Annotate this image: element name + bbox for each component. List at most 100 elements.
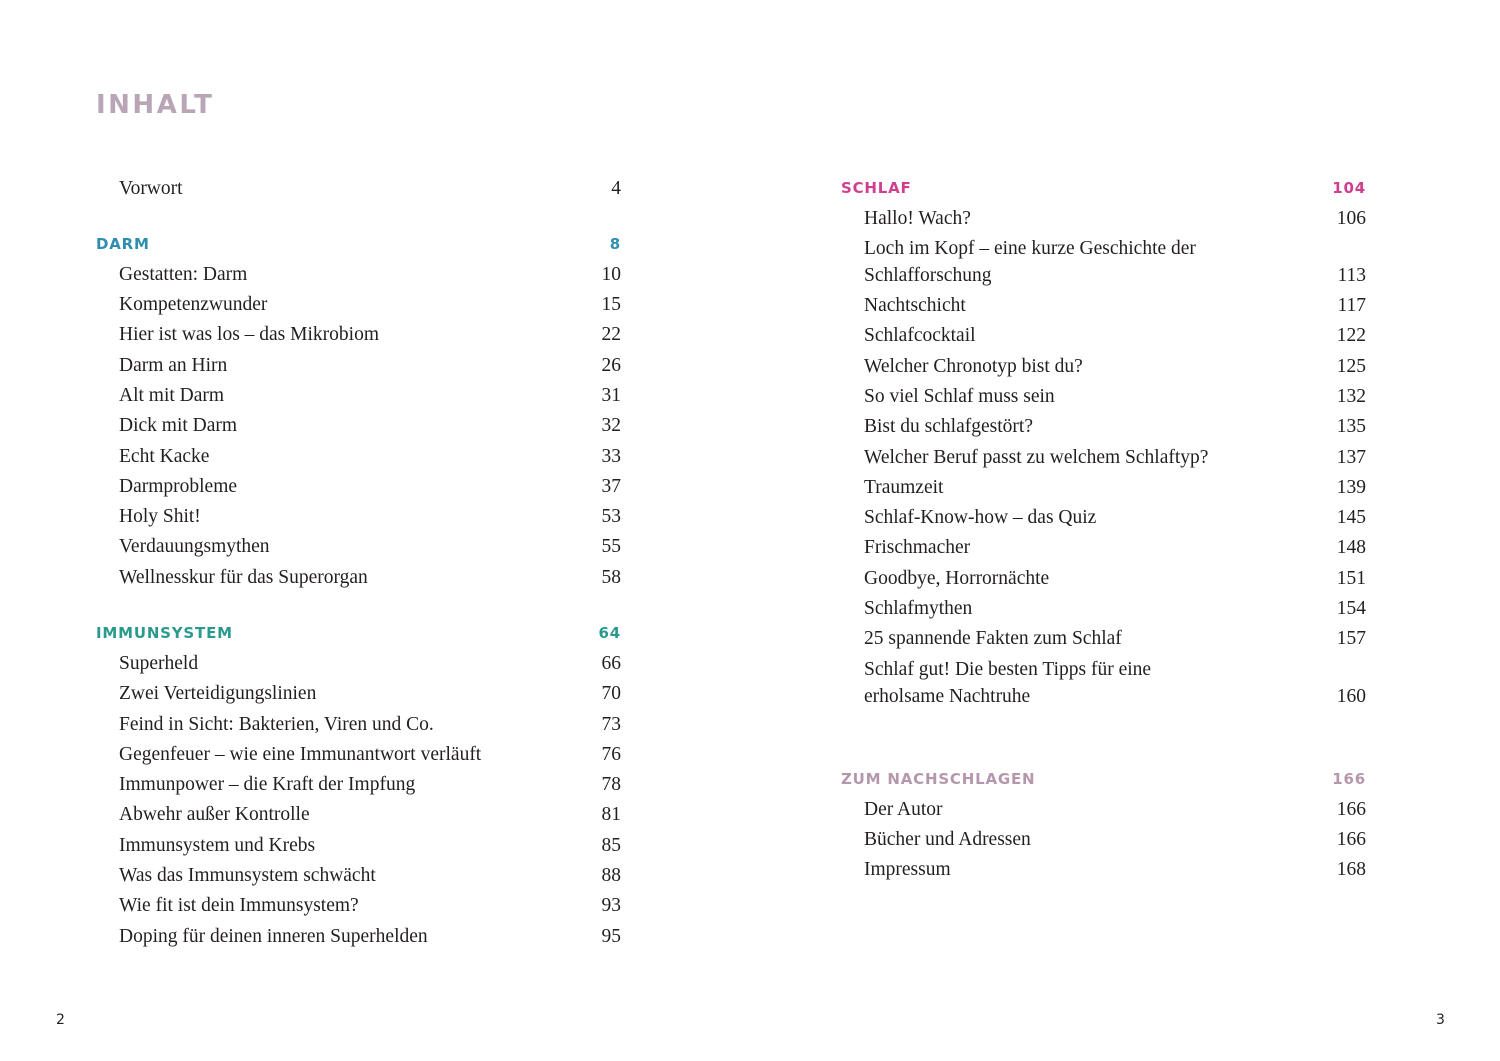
toc-entry[interactable]: Immunsystem und Krebs 85 (96, 830, 621, 860)
entry-title: Gegenfeuer – wie eine Immunantwort verlä… (119, 743, 482, 765)
entry-page-number: 139 (1336, 476, 1366, 498)
toc-entry[interactable]: Feind in Sicht: Bakterien, Viren und Co.… (96, 709, 621, 739)
entry-page-number: 151 (1336, 567, 1366, 589)
entry-page-number: 15 (601, 294, 622, 316)
entry-page-number: 125 (1336, 355, 1366, 377)
toc-entry[interactable]: Darm an Hirn 26 (96, 350, 621, 380)
page-number-left: 2 (56, 1012, 65, 1028)
page-title: INHALT (96, 90, 215, 120)
entry-title: Superheld (119, 653, 199, 675)
entry-title: Nachtschicht (864, 295, 966, 317)
toc-entry[interactable]: Loch im Kopf – eine kurze Geschichte der… (841, 233, 1366, 290)
entry-title: Alt mit Darm (119, 385, 225, 407)
entry-title: Traumzeit (864, 476, 944, 498)
toc-entry[interactable]: Wellnesskur für das Superorgan 58 (96, 562, 621, 592)
entry-title: Hallo! Wach? (864, 207, 971, 229)
section-heading[interactable]: DARM 8 (96, 229, 621, 259)
section-page-number: 64 (598, 624, 621, 643)
entry-page-number: 78 (601, 774, 622, 796)
entry-page-number: 160 (1336, 685, 1366, 707)
toc-entry[interactable]: Welcher Beruf passt zu welchem Schlaftyp… (841, 442, 1366, 472)
entry-title: Abwehr außer Kontrolle (119, 804, 310, 826)
entry-page-number: 66 (601, 653, 622, 675)
section-title: IMMUNSYSTEM (96, 624, 233, 643)
toc-entry[interactable]: Impressum 168 (841, 855, 1366, 885)
entry-title: Was das Immunsystem schwächt (119, 864, 376, 886)
entry-page-number: 32 (601, 415, 622, 437)
entry-page-number: 55 (601, 536, 622, 558)
toc-entry[interactable]: Alt mit Darm 31 (96, 380, 621, 410)
entry-title: Impressum (864, 859, 951, 881)
toc-entry[interactable]: Dick mit Darm 32 (96, 411, 621, 441)
entry-title: Schlaf gut! Die besten Tipps für eine er… (864, 658, 1152, 707)
toc-entry[interactable]: Frischmacher 148 (841, 533, 1366, 563)
entry-title: Holy Shit! (119, 506, 201, 528)
entry-title: So viel Schlaf muss sein (864, 386, 1055, 408)
entry-title: Loch im Kopf – eine kurze Geschichte der… (864, 237, 1196, 286)
toc-entry[interactable]: Immunpower – die Kraft der Impfung 78 (96, 770, 621, 800)
entry-page-number: 73 (601, 713, 622, 735)
page-number-right: 3 (1436, 1012, 1445, 1028)
toc-entry[interactable]: Doping für deinen inneren Superhelden 95 (96, 921, 621, 951)
toc-entry[interactable]: Gegenfeuer – wie eine Immunantwort verlä… (96, 739, 621, 769)
entry-title: Gestatten: Darm (119, 263, 248, 285)
entry-page-number: 132 (1336, 386, 1366, 408)
toc-entry[interactable]: Verdauungsmythen 55 (96, 532, 621, 562)
entry-title: Kompetenzwunder (119, 294, 268, 316)
entry-page-number: 166 (1336, 798, 1366, 820)
entry-page-number: 58 (601, 566, 622, 588)
toc-entry[interactable]: 25 spannende Fakten zum Schlaf 157 (841, 624, 1366, 654)
section-page-number: 166 (1332, 770, 1366, 789)
entry-title: Immunsystem und Krebs (119, 834, 316, 856)
section-heading[interactable]: SCHLAF 104 (841, 173, 1366, 203)
toc-entry[interactable]: Superheld 66 (96, 648, 621, 678)
entry-page-number: 93 (601, 895, 622, 917)
entry-title: Verdauungsmythen (119, 536, 270, 558)
toc-entry[interactable]: Was das Immunsystem schwächt 88 (96, 860, 621, 890)
toc-entry[interactable]: Bist du schlafgestört? 135 (841, 412, 1366, 442)
entry-title: Bist du schlafgestört? (864, 416, 1033, 438)
toc-entry[interactable]: Bücher und Adressen 166 (841, 825, 1366, 855)
section-heading[interactable]: IMMUNSYSTEM 64 (96, 618, 621, 648)
toc-entry[interactable]: Traumzeit 139 (841, 472, 1366, 502)
entry-page-number: 168 (1336, 859, 1366, 881)
entry-page-number: 10 (601, 263, 622, 285)
toc-entry[interactable]: Wie fit ist dein Immunsystem? 93 (96, 891, 621, 921)
toc-entry[interactable]: Schlafcocktail 122 (841, 321, 1366, 351)
entry-page-number: 88 (601, 864, 622, 886)
entry-title: Darmprobleme (119, 475, 238, 497)
entry-title: Welcher Beruf passt zu welchem Schlaftyp… (864, 446, 1209, 468)
toc-entry[interactable]: Abwehr außer Kontrolle 81 (96, 800, 621, 830)
toc-entry[interactable]: Vorwort 4 (96, 173, 621, 203)
entry-title: Goodbye, Horrornächte (864, 567, 1050, 589)
toc-entry[interactable]: Hier ist was los – das Mikrobiom 22 (96, 320, 621, 350)
toc-entry[interactable]: Nachtschicht 117 (841, 291, 1366, 321)
entry-title: Vorwort (119, 177, 183, 199)
toc-entry[interactable]: Gestatten: Darm 10 (96, 259, 621, 289)
toc-entry[interactable]: Schlafmythen 154 (841, 593, 1366, 623)
entry-page-number: 33 (601, 445, 622, 467)
toc-entry[interactable]: Holy Shit! 53 (96, 502, 621, 532)
toc-entry[interactable]: Darmprobleme 37 (96, 471, 621, 501)
section-heading[interactable]: ZUM NACHSCHLAGEN 166 (841, 764, 1366, 794)
toc-column-left: Vorwort 4 DARM 8 Gestatten: Darm 10 Kompetenzw… (96, 173, 621, 951)
toc-entry[interactable]: Welcher Chronotyp bist du? 125 (841, 351, 1366, 381)
toc-entry[interactable]: Zwei Verteidigungslinien 70 (96, 679, 621, 709)
section-page-number: 104 (1332, 179, 1366, 197)
entry-page-number: 4 (611, 177, 621, 199)
toc-entry[interactable]: Schlaf-Know-how – das Quiz 145 (841, 503, 1366, 533)
toc-entry[interactable]: Echt Kacke 33 (96, 441, 621, 471)
entry-title: Hier ist was los – das Mikrobiom (119, 324, 379, 346)
toc-entry[interactable]: Hallo! Wach? 106 (841, 203, 1366, 233)
toc-entry[interactable]: Kompetenzwunder 15 (96, 290, 621, 320)
toc-entry[interactable]: So viel Schlaf muss sein 132 (841, 381, 1366, 411)
entry-title: Wie fit ist dein Immunsystem? (119, 895, 359, 917)
toc-entry[interactable]: Schlaf gut! Die besten Tipps für eine er… (841, 654, 1366, 711)
entry-page-number: 148 (1336, 537, 1366, 559)
entry-title: Bücher und Adressen (864, 829, 1031, 851)
toc-entry[interactable]: Der Autor 166 (841, 794, 1366, 824)
entry-title: 25 spannende Fakten zum Schlaf (864, 628, 1122, 650)
entry-title: Schlaf-Know-how – das Quiz (864, 507, 1097, 529)
entry-title: Dick mit Darm (119, 415, 238, 437)
toc-entry[interactable]: Goodbye, Horrornächte 151 (841, 563, 1366, 593)
